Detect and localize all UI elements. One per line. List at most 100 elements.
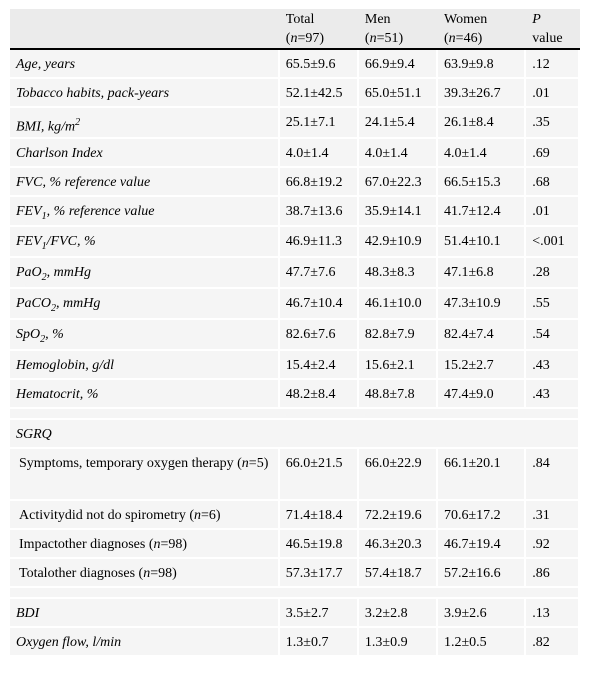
header-total: Total (n=97)	[279, 9, 359, 50]
cell-total: 38.7±13.6	[279, 196, 359, 228]
count: =97)	[297, 31, 325, 46]
table-row: BDI 3.5±2.7 3.2±2.8 3.9±2.6.13	[10, 598, 580, 628]
label-sub: 2	[51, 302, 56, 314]
cell-women: 26.1±8.4	[438, 108, 527, 139]
label-text: PaCO	[16, 296, 51, 312]
spacer-cell	[10, 408, 580, 420]
cell-men: 67.0±22.3	[358, 167, 438, 197]
cell-p: .84	[526, 448, 580, 501]
row-label: FVC, % reference value	[10, 167, 280, 197]
cell-men: 48.8±7.8	[358, 379, 438, 409]
row-label: BMI, kg/m2	[10, 108, 280, 139]
count: =51)	[376, 31, 404, 46]
cell-p: .31	[526, 500, 580, 530]
cell-p: <.001	[526, 227, 580, 259]
cell-men: 35.9±14.1	[358, 196, 438, 228]
row-label: Symptoms, temporary oxygen therapy (n=5)	[10, 448, 280, 501]
table-row: FEV1, % reference value 38.7±13.6 35.9±14.…	[10, 196, 580, 228]
label-text: Symptoms, temporary oxygen therapy (	[19, 455, 242, 471]
table-row: Oxygen flow, l/min 1.3±0.7 1.3±0.9 1.2±0.5.…	[10, 627, 580, 657]
cell-women: 63.9±9.8	[438, 50, 527, 79]
cell-women: 47.3±10.9	[438, 289, 527, 320]
p-symbol: P	[532, 12, 541, 27]
table-row: Hemoglobin, g/dl 15.4±2.4 15.6±2.1 15.2±2.7…	[10, 350, 580, 380]
label-text: FEV	[16, 234, 42, 250]
label-text: , %	[45, 326, 64, 342]
cell-p: .86	[526, 558, 580, 588]
cell-men: 42.9±10.9	[358, 227, 438, 259]
row-label: Impactother diagnoses (n=98)	[10, 529, 280, 559]
n-symbol: n	[448, 31, 456, 46]
paren: (	[364, 31, 370, 46]
cell-women: 82.4±7.4	[438, 319, 527, 351]
label-sup: 2	[75, 117, 81, 128]
row-label: Oxygen flow, l/min	[10, 627, 280, 657]
row-label: PaO2, mmHg	[10, 258, 280, 290]
table-row: PaCO2, mmHg 46.7±10.4 46.1±10.0 47.3±10.9.5…	[10, 289, 580, 320]
row-label: Activitydid not do spirometry (n=6)	[10, 500, 280, 530]
table-row: Age, years 65.5±9.6 66.9±9.4 63.9±9.8.12	[10, 50, 580, 79]
cell-men: 65.0±51.1	[358, 79, 438, 108]
header-women-title: Women	[444, 12, 488, 27]
label-text: Activitydid not do spirometry (	[19, 507, 194, 523]
label-text: , % reference value	[46, 203, 155, 219]
row-label: SpO2, %	[10, 319, 280, 351]
label-text: /FVC, %	[46, 234, 96, 250]
cell-men: 46.1±10.0	[358, 289, 438, 320]
n-symbol: n	[193, 507, 201, 523]
label-text: =98)	[150, 565, 177, 581]
cell-p: .35	[526, 108, 580, 139]
cell-total: 66.8±19.2	[279, 167, 359, 197]
cell-total: 46.7±10.4	[279, 289, 359, 320]
cell-women: 46.7±19.4	[438, 529, 527, 559]
cell-total: 71.4±18.4	[279, 500, 359, 530]
cell-p: .92	[526, 529, 580, 559]
section-title-sgrq: SGRQ	[10, 419, 580, 449]
cell-men: 24.1±5.4	[358, 108, 438, 139]
cell-p: .68	[526, 167, 580, 197]
n-symbol: n	[369, 31, 377, 46]
cell-men: 66.0±22.9	[358, 448, 438, 501]
cell-total: 25.1±7.1	[279, 108, 359, 139]
cell-p: .55	[526, 289, 580, 320]
p-value-label: value	[532, 31, 563, 46]
label-sub: 2	[41, 272, 47, 284]
label-sub: 1	[41, 210, 47, 222]
table-row: Tobacco habits, pack-years 52.1±42.5 65.0±…	[10, 79, 580, 108]
header-label	[10, 9, 280, 50]
cell-p: .13	[526, 598, 580, 628]
cell-p: .01	[526, 196, 580, 228]
label-text: , mmHg	[46, 265, 92, 281]
label-text: Impactother diagnoses (	[19, 536, 154, 552]
cell-p: .01	[526, 79, 580, 108]
label-text: FEV	[16, 203, 42, 219]
cell-total: 47.7±7.6	[279, 258, 359, 290]
spacer-row	[10, 408, 580, 420]
cell-total: 3.5±2.7	[279, 598, 359, 628]
header-men-title: Men	[364, 12, 391, 27]
cell-women: 41.7±12.4	[438, 196, 527, 228]
table-row: BMI, kg/m2 25.1±7.1 24.1±5.4 26.1±8.4.35	[10, 108, 580, 139]
cell-men: 15.6±2.1	[358, 350, 438, 380]
cell-women: 57.2±16.6	[438, 558, 527, 588]
cell-women: 3.9±2.6	[438, 598, 527, 628]
table-row: FVC, % reference value 66.8±19.2 67.0±22.3…	[10, 167, 580, 197]
cell-women: 15.2±2.7	[438, 350, 527, 380]
cell-men: 66.9±9.4	[358, 50, 438, 79]
table-body: Age, years 65.5±9.6 66.9±9.4 63.9±9.8.12 To…	[10, 50, 580, 657]
paren: (	[285, 31, 291, 46]
table-row: PaO2, mmHg 47.7±7.6 48.3±8.3 47.1±6.8.28	[10, 258, 580, 290]
label-text: SpO	[16, 326, 41, 342]
cell-total: 66.0±21.5	[279, 448, 359, 501]
table-row: Hematocrit, % 48.2±8.4 48.8±7.8 47.4±9.0.43	[10, 379, 580, 409]
row-label: Tobacco habits, pack-years	[10, 79, 280, 108]
cell-women: 39.3±26.7	[438, 79, 527, 108]
cell-p: .12	[526, 50, 580, 79]
row-label: Age, years	[10, 50, 280, 79]
header-women: Women (n=46)	[438, 9, 527, 50]
cell-total: 65.5±9.6	[279, 50, 359, 79]
section-row: SGRQ	[10, 419, 580, 449]
cell-p: .43	[526, 350, 580, 380]
